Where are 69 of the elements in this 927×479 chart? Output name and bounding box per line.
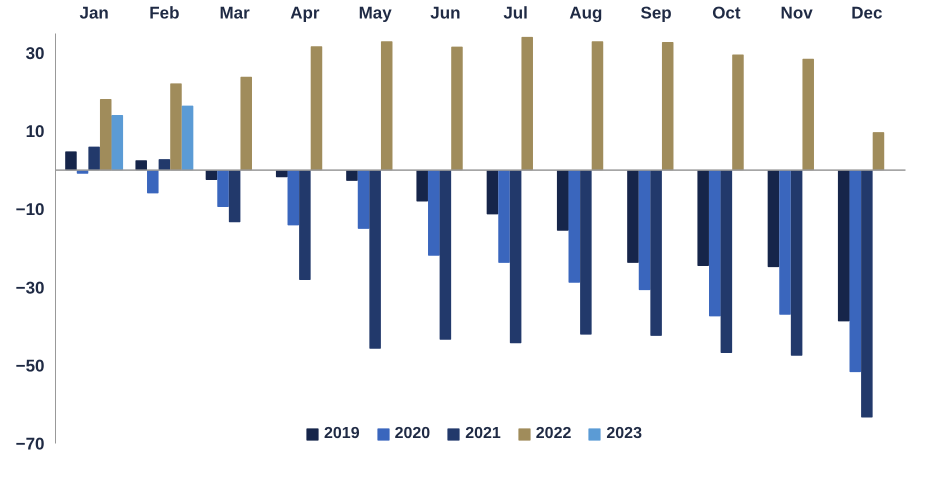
bar [380, 41, 392, 171]
bar [768, 170, 780, 268]
bar [182, 106, 194, 171]
x-tick-label: Apr [290, 4, 320, 22]
y-tick-label: −30 [16, 278, 45, 298]
bar [486, 170, 498, 214]
x-tick-label: Sep [640, 4, 672, 22]
bar [228, 170, 240, 222]
bar [580, 170, 592, 335]
bar [88, 146, 100, 171]
bar [440, 170, 452, 340]
y-tick-label: −50 [16, 356, 45, 376]
bar [720, 170, 732, 354]
bar [288, 170, 300, 226]
bar [521, 36, 533, 171]
x-tick-label: Dec [851, 4, 882, 22]
bar [451, 46, 463, 171]
x-tick-label: Nov [780, 4, 814, 22]
bar [65, 151, 77, 171]
x-tick-label: Feb [149, 4, 180, 22]
bar [850, 170, 862, 372]
bar [627, 170, 639, 263]
bar [100, 98, 112, 171]
legend-label: 2023 [606, 425, 642, 443]
y-tick-label: −70 [16, 434, 45, 454]
y-tick-label: 10 [26, 122, 45, 142]
bar [638, 170, 650, 290]
bar [790, 170, 802, 356]
x-tick-label: Mar [220, 4, 250, 22]
x-tick-label: Jun [430, 4, 460, 22]
bar [416, 170, 428, 202]
legend-label: 2019 [324, 425, 360, 443]
y-tick-label: −10 [16, 200, 45, 220]
bar [158, 159, 170, 171]
x-tick-label: May [358, 4, 392, 22]
legend-label: 2020 [394, 425, 430, 443]
bar [240, 76, 252, 171]
bar [697, 170, 709, 266]
legend-label: 2022 [536, 425, 572, 443]
bar [147, 170, 159, 194]
bar [358, 170, 370, 229]
bar [662, 42, 674, 171]
bar [802, 58, 814, 171]
bar [872, 132, 884, 171]
bar [779, 170, 791, 315]
bar [838, 170, 850, 322]
bar [709, 170, 721, 316]
bar [861, 170, 873, 418]
bar [556, 170, 568, 231]
bar [170, 83, 182, 171]
bar [510, 170, 522, 344]
bar [428, 170, 440, 256]
x-tick-label: Jan [79, 4, 109, 22]
x-tick-label: Jul [503, 4, 528, 22]
y-tick-label: 30 [26, 44, 45, 64]
bar [346, 170, 358, 181]
bar [498, 170, 510, 263]
bar [369, 170, 381, 349]
x-tick-label: Aug [569, 4, 602, 22]
bar [217, 170, 229, 207]
x-tick-label: Oct [712, 4, 741, 22]
bar [650, 170, 662, 336]
bar [112, 115, 124, 171]
bar [310, 46, 322, 171]
bar [568, 170, 580, 283]
bar [592, 41, 604, 171]
bar [299, 170, 311, 280]
legend-label: 2021 [465, 425, 501, 443]
bar [732, 54, 744, 171]
